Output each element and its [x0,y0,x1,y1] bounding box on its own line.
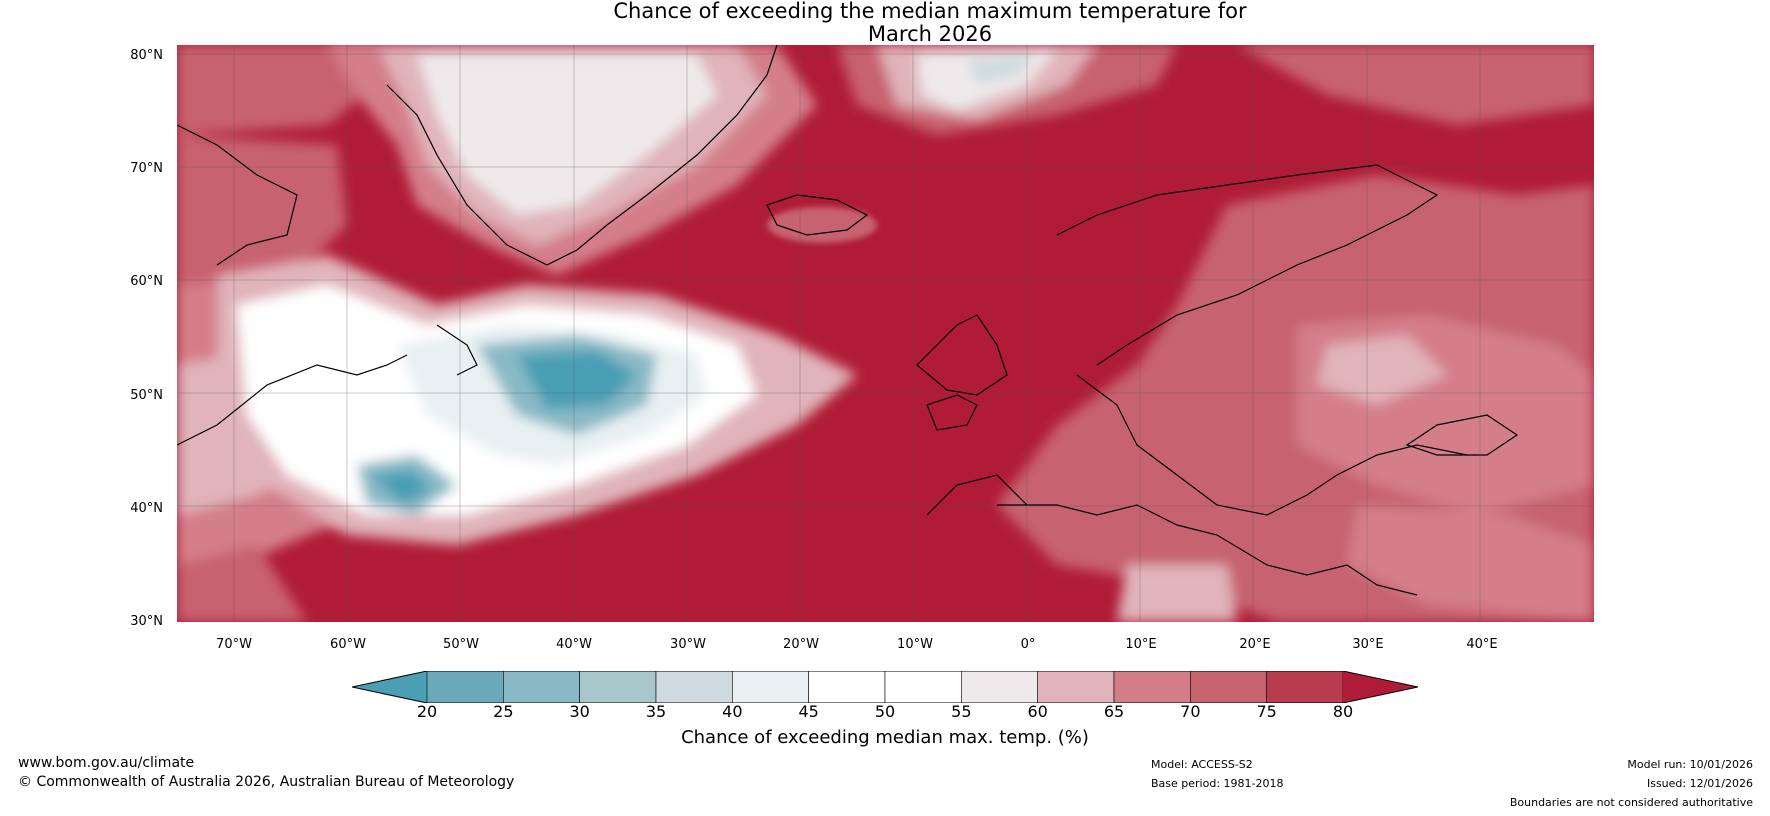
disclaimer-text: Boundaries are not considered authoritat… [1509,796,1753,809]
lon-label-10e: 10°E [1125,637,1157,652]
colorbar-cell [1113,671,1191,703]
colorbar-tick-label: 20 [416,702,438,721]
colorbar-cell [808,671,886,703]
atlantic-cool-anomaly [217,255,857,545]
lat-label-70n: 70°N [130,161,163,176]
greenland-field [327,45,817,275]
lat-label-80n: 80°N [130,48,163,63]
colorbar-tick-label: 25 [493,702,514,721]
colorbar-tick-label: 50 [874,702,896,721]
model-text: Model: ACCESS-S2 [1151,758,1253,771]
lon-label-20e: 20°E [1239,637,1271,652]
lon-label-10w: 10°W [897,637,933,652]
colorbar-cell [655,671,733,703]
colorbar-cell [1266,671,1344,703]
lat-label-30n: 30°N [130,614,163,629]
title-line-2: March 2026 [867,22,993,46]
colorbar-arrow-low [352,671,427,703]
colorbar-tick-label: 75 [1256,702,1277,721]
colorbar-cell [503,671,580,703]
colorbar-cell [426,671,504,703]
colorbar-cell [884,671,962,703]
lat-label-50n: 50°N [130,388,163,403]
lon-label-30e: 30°E [1352,637,1384,652]
iceland-field [767,207,877,243]
title-line-1: Chance of exceeding the median maximum t… [613,0,1247,23]
lon-label-40w: 40°W [556,637,592,652]
lat-label-60n: 60°N [130,274,163,289]
colorbar-cell [961,671,1038,703]
website-link[interactable]: www.bom.gov.au/climate [18,755,195,771]
lon-label-40e: 40°E [1466,637,1498,652]
lon-label-0: 0° [1020,637,1036,652]
colorbar-tick-label: 40 [722,702,743,721]
map-panel[interactable] [176,44,1594,622]
colorbar-arrow-high [1343,671,1418,703]
base-period-text: Base period: 1981-2018 [1151,777,1284,790]
coastlines [176,44,1519,596]
chart-title: Chance of exceeding the median maximum t… [0,0,1770,46]
colorbar [352,671,1418,703]
colorbar-cell [732,671,809,703]
colorbar-tick-label: 45 [798,702,819,721]
colorbar-tick-label: 70 [1180,702,1201,721]
colorbar-label: Chance of exceeding median max. temp. (%… [681,727,1089,748]
colorbar-tick-label: 55 [951,702,972,721]
issued-text: Issued: 12/01/2026 [1646,777,1753,790]
colorbar-cell [579,671,657,703]
lon-label-50w: 50°W [443,637,479,652]
colorbar-cells [426,671,1344,703]
lon-label-60w: 60°W [330,637,366,652]
copyright-text: © Commonwealth of Australia 2026, Austra… [18,774,515,790]
colorbar-cell [1190,671,1267,703]
graticule [177,45,1594,622]
colorbar-tick-label: 35 [645,702,667,721]
colorbar-tick-label: 80 [1332,702,1354,721]
colorbar-cell [1037,671,1115,703]
model-run-text: Model run: 10/01/2026 [1627,758,1753,771]
lon-label-70w: 70°W [216,637,252,652]
colorbar-tick-label: 65 [1103,702,1125,721]
lon-label-30w: 30°W [670,637,706,652]
colorbar-tick-label: 60 [1027,702,1048,721]
map-canvas [176,44,1594,622]
lon-label-20w: 20°W [783,637,819,652]
arctic-field [837,45,1594,135]
lat-label-40n: 40°N [130,501,163,516]
colorbar-tick-label: 30 [569,702,590,721]
